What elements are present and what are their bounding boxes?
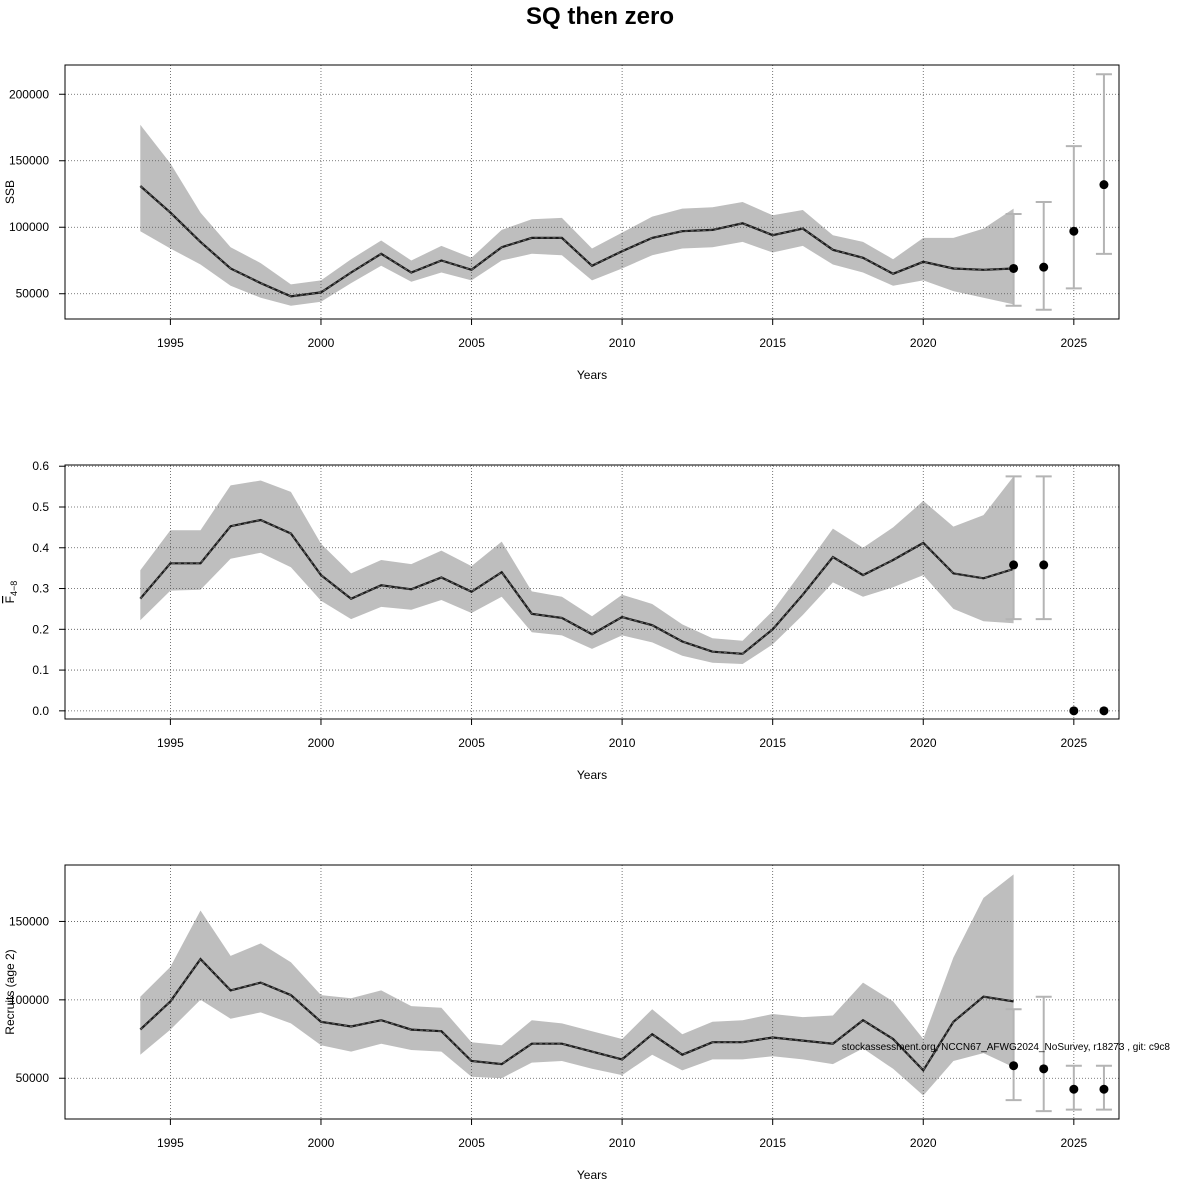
ssb-forecast-point-2024 [1039,262,1049,272]
fbar-forecast-point-2023 [1009,560,1019,570]
fbar-forecast-point-2024 [1039,560,1049,570]
recruits-xtick-label: 2025 [1060,1136,1087,1150]
fbar-xtick-label: 2000 [308,736,335,750]
ssb-panel: 1995 2000 2005 2010 2015 2020 2025 50000 100000 1… [3,64,1120,382]
ssb-forecast-point-2026 [1099,180,1109,190]
recruits-xtick-label: 2015 [759,1136,786,1150]
recruits-forecast-point-2025 [1069,1084,1079,1094]
ssb-xlabel: Years [577,368,607,382]
recruits-xtick-label: 2000 [308,1136,335,1150]
ssb-xtick-label: 2005 [458,336,485,350]
recruits-ylabel: Recruits (age 2) [3,949,17,1034]
recruits-xtick-label: 2020 [910,1136,937,1150]
fbar-xtick-label: 2020 [910,736,937,750]
ssb-ytick-label: 100000 [9,220,49,234]
fbar-plot-area: 1995 2000 2005 2010 2015 2020 2025 0.0 0.1 0.2 0.3… [32,459,1120,750]
ssb-xtick-label: 2000 [308,336,335,350]
fbar-ytick-label: 0.1 [32,663,49,677]
recruits-frame [64,864,1120,1120]
ssb-xtick-label: 2010 [609,336,636,350]
fbar-confidence-band [140,476,1014,664]
ssb-xtick-label: 1995 [157,336,184,350]
fbar-ytick-label: 0.4 [32,541,49,555]
ssb-xtick-label: 2015 [759,336,786,350]
ssb-forecast-point-2023 [1009,263,1019,273]
recruits-ytick-label: 50000 [16,1071,50,1085]
figure-title: SQ then zero [526,3,674,30]
fbar-panel: 1995 2000 2005 2010 2015 2020 2025 0.0 0.1 0.2 0.3… [3,459,1120,782]
fbar-ytick-label: 0.0 [32,704,49,718]
ssb-ylabel: SSB [3,180,17,204]
ssb-xtick-label: 2025 [1060,336,1087,350]
recruits-xlabel: Years [577,1168,607,1182]
recruits-forecast-point-2024 [1039,1064,1049,1074]
fbar-ytick-label: 0.6 [32,459,49,473]
ssb-xtick-label: 2020 [910,336,937,350]
fbar-ylabel-main: F [3,596,17,603]
recruits-ytick-label: 100000 [9,993,49,1007]
fbar-xtick-label: 1995 [157,736,184,750]
fbar-estimate-dash [139,519,1014,655]
recruits-xtick-label: 1995 [157,1136,184,1150]
recruits-forecast-point-2023 [1009,1061,1019,1071]
fbar-xlabel: Years [577,768,607,782]
fbar-ytick-label: 0.2 [32,622,49,636]
fbar-forecast-point-2025 [1069,706,1079,716]
fbar-ylabel: F4−8 [3,581,19,604]
recruits-estimate-dash [139,958,1014,1072]
ssb-forecast-point-2025 [1069,226,1079,236]
recruits-confidence-band [140,874,1014,1096]
ssb-ytick-label: 150000 [9,154,49,168]
recruits-xtick-label: 2010 [609,1136,636,1150]
recruits-plot-area: 1995 2000 2005 2010 2015 2020 2025 50000 100000 1… [9,864,1120,1150]
recruits-forecast-point-2026 [1099,1084,1109,1094]
recruits-ytick-label: 150000 [9,914,49,928]
footnote: stockassessment.org, NCCN67_AFWG2024_NoS… [842,1042,1171,1053]
recruits-xtick-label: 2005 [458,1136,485,1150]
ssb-confidence-band [140,124,1014,306]
ssb-ytick-label: 200000 [9,87,49,101]
fbar-xtick-label: 2025 [1060,736,1087,750]
fbar-ytick-label: 0.5 [32,500,49,514]
fbar-xtick-label: 2005 [458,736,485,750]
fbar-frame [64,464,1120,720]
ssb-estimate-line [139,185,1014,298]
ssb-frame [64,64,1120,320]
fbar-ytick-label: 0.3 [32,582,49,596]
recruits-panel: 1995 2000 2005 2010 2015 2020 2025 50000 100000 1… [3,864,1120,1182]
ssb-ytick-label: 50000 [16,287,50,301]
fbar-xtick-label: 2015 [759,736,786,750]
ssb-plot-area: 1995 2000 2005 2010 2015 2020 2025 50000 100000 1… [9,64,1120,350]
fbar-forecast-point-2026 [1099,706,1109,716]
fbar-ylabel-sub: 4−8 [9,581,19,596]
fbar-xtick-label: 2010 [609,736,636,750]
